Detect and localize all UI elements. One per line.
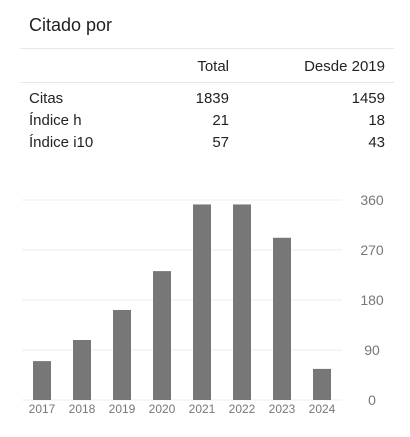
row-label[interactable]: Índice h [29, 112, 82, 129]
row-total: 1839 [195, 90, 229, 107]
card-title: Citado por [29, 15, 113, 35]
header-since[interactable]: Desde 2019 [304, 58, 385, 75]
row-total: 21 [212, 112, 229, 129]
x-tick-label: 2022 [229, 402, 256, 416]
y-tick-label: 90 [364, 342, 380, 358]
bar-2018[interactable] [73, 340, 91, 400]
bar-2023[interactable] [273, 237, 291, 400]
row-label[interactable]: Índice i10 [29, 134, 94, 151]
bar-2022[interactable] [233, 204, 251, 400]
x-tick-label: 2021 [189, 402, 216, 416]
x-tick-label: 2017 [29, 402, 56, 416]
bar-2021[interactable] [193, 204, 211, 400]
y-tick-label: 180 [360, 292, 384, 308]
row-since: 43 [368, 134, 385, 151]
x-tick-label: 2024 [309, 402, 336, 416]
row-since: 1459 [351, 90, 385, 107]
bar-2024[interactable] [313, 368, 331, 400]
x-tick-label: 2020 [149, 402, 176, 416]
header-total[interactable]: Total [197, 58, 229, 75]
bar-2020[interactable] [153, 271, 171, 400]
bar-2019[interactable] [113, 310, 131, 400]
row-since: 18 [368, 112, 385, 129]
row-label[interactable]: Citas [29, 90, 64, 107]
y-tick-label: 360 [360, 192, 384, 208]
bar-2017[interactable] [33, 361, 51, 400]
y-tick-label: 0 [368, 392, 376, 408]
title-divider [20, 48, 394, 49]
row-total: 57 [212, 134, 229, 151]
header-divider [20, 82, 394, 83]
x-tick-label: 2019 [109, 402, 136, 416]
x-tick-label: 2023 [269, 402, 296, 416]
x-tick-label: 2018 [69, 402, 96, 416]
y-tick-label: 270 [360, 242, 384, 258]
